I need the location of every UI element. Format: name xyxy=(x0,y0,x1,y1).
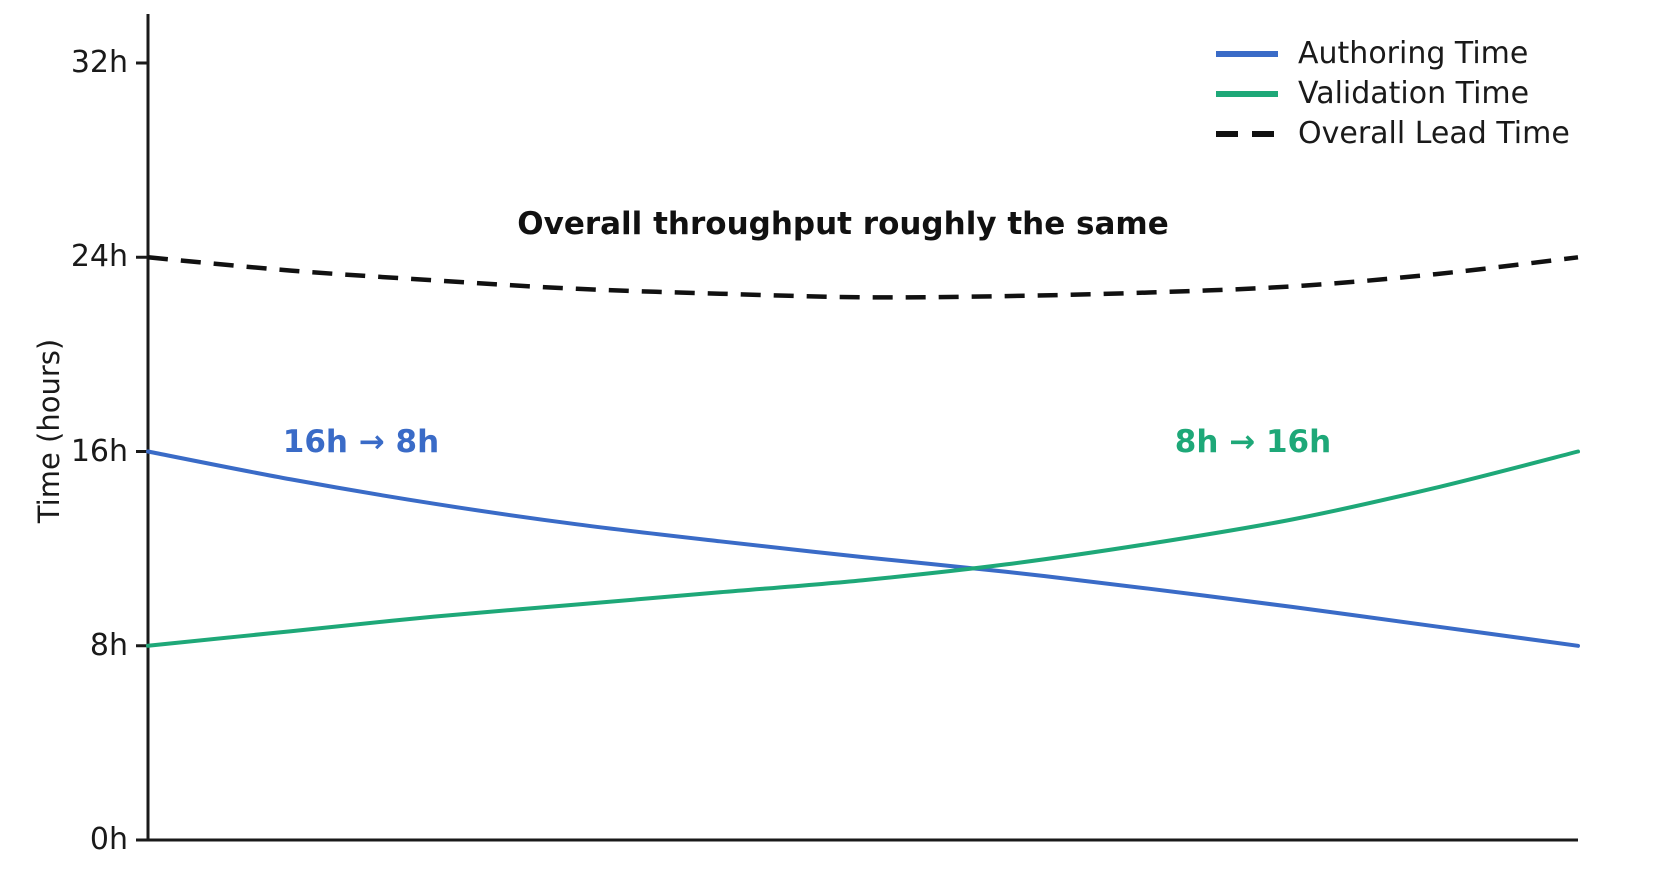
ytick-label-16h: 16h xyxy=(70,433,128,469)
annotation-overall-throughput: Overall throughput roughly the same xyxy=(517,206,1169,242)
ytick-label-24h: 24h xyxy=(70,239,128,275)
y-axis-title: Time (hours) xyxy=(32,338,66,524)
ytick-label-0h: 0h xyxy=(89,822,128,857)
overall-dashed-swatch-icon xyxy=(1216,131,1278,137)
legend-item-overall: Overall Lead Time xyxy=(1216,114,1570,154)
ytick-label-8h: 8h xyxy=(89,627,128,663)
y-tick-marks xyxy=(136,61,148,842)
authoring-line-swatch-icon xyxy=(1216,51,1278,57)
legend-label-overall: Overall Lead Time xyxy=(1298,116,1570,151)
legend-label-validation: Validation Time xyxy=(1298,76,1530,111)
legend-item-validation: Validation Time xyxy=(1216,74,1570,114)
legend-item-authoring: Authoring Time xyxy=(1216,34,1570,74)
legend-label-authoring: Authoring Time xyxy=(1298,36,1529,71)
validation-line-swatch-icon xyxy=(1216,91,1278,97)
ytick-label-32h: 32h xyxy=(70,45,128,80)
overall-lead-time-line xyxy=(147,255,1579,300)
validation-time-line xyxy=(146,449,1580,648)
annotation-authoring-change: 16h → 8h xyxy=(282,424,440,460)
chart-legend: Authoring Time Validation Time Overall L… xyxy=(1216,34,1570,154)
annotation-validation-change: 8h → 16h xyxy=(1174,424,1332,460)
authoring-time-line xyxy=(146,449,1580,648)
